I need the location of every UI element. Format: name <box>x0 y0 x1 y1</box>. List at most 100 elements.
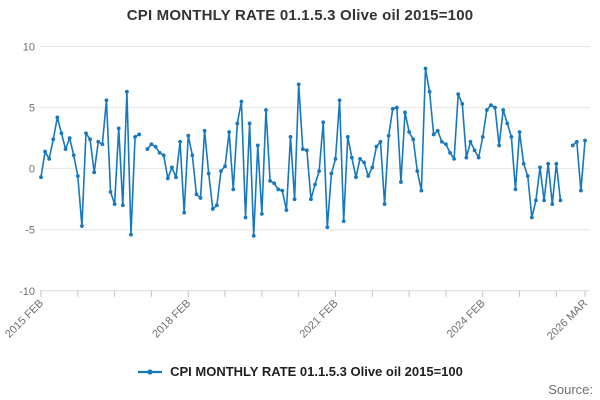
data-point[interactable] <box>583 138 587 143</box>
data-point[interactable] <box>161 153 166 158</box>
data-point[interactable] <box>378 139 383 144</box>
data-point[interactable] <box>174 175 178 180</box>
data-point[interactable] <box>427 89 432 94</box>
data-point[interactable] <box>333 156 338 161</box>
data-point[interactable] <box>394 105 399 110</box>
data-point[interactable] <box>423 66 428 71</box>
data-point[interactable] <box>382 202 387 206</box>
data-point[interactable] <box>169 165 174 170</box>
data-point[interactable] <box>239 99 244 104</box>
data-point[interactable] <box>399 180 403 184</box>
data-point[interactable] <box>63 147 68 152</box>
data-point[interactable] <box>129 232 133 237</box>
data-point[interactable] <box>431 132 436 137</box>
data-point[interactable] <box>194 192 199 197</box>
data-point[interactable] <box>538 165 542 170</box>
data-point[interactable] <box>190 153 195 158</box>
data-point[interactable] <box>493 105 497 110</box>
data-point[interactable] <box>456 92 461 97</box>
data-point[interactable] <box>325 225 330 230</box>
data-point[interactable] <box>476 155 481 160</box>
data-point[interactable] <box>214 203 219 208</box>
data-point[interactable] <box>251 233 256 238</box>
data-point[interactable] <box>178 139 182 144</box>
data-point[interactable] <box>268 178 272 183</box>
data-point[interactable] <box>116 126 121 131</box>
data-point[interactable] <box>313 182 317 187</box>
data-point[interactable] <box>296 82 301 87</box>
data-point[interactable] <box>354 175 358 180</box>
data-point[interactable] <box>501 108 506 112</box>
data-point[interactable] <box>182 210 187 215</box>
data-point[interactable] <box>247 121 252 126</box>
data-point[interactable] <box>480 134 485 139</box>
data-point[interactable] <box>337 98 342 103</box>
data-point[interactable] <box>419 188 424 193</box>
data-point[interactable] <box>227 130 232 134</box>
data-point[interactable] <box>149 142 154 147</box>
data-point[interactable] <box>468 139 473 144</box>
data-point[interactable] <box>153 144 158 149</box>
data-point[interactable] <box>403 110 407 115</box>
data-point[interactable] <box>558 198 563 203</box>
data-point[interactable] <box>272 181 277 186</box>
data-point[interactable] <box>362 160 367 165</box>
data-point[interactable] <box>108 189 113 194</box>
data-point[interactable] <box>71 153 76 158</box>
data-point[interactable] <box>202 128 207 133</box>
data-point[interactable] <box>231 187 236 192</box>
data-point[interactable] <box>444 142 448 147</box>
data-point[interactable] <box>104 98 109 103</box>
data-point[interactable] <box>223 164 227 169</box>
data-point[interactable] <box>534 198 538 203</box>
data-point[interactable] <box>210 207 215 211</box>
data-point[interactable] <box>521 161 526 166</box>
data-point[interactable] <box>570 143 575 148</box>
data-point[interactable] <box>243 215 248 220</box>
data-point[interactable] <box>59 131 64 136</box>
data-point[interactable] <box>264 108 268 112</box>
data-point[interactable] <box>546 161 551 166</box>
data-point[interactable] <box>542 198 546 203</box>
data-point[interactable] <box>219 169 223 173</box>
data-point[interactable] <box>112 202 117 206</box>
data-point[interactable] <box>579 188 583 193</box>
data-point[interactable] <box>390 106 395 111</box>
data-point[interactable] <box>92 170 97 175</box>
data-point[interactable] <box>366 174 371 178</box>
data-point[interactable] <box>517 130 522 134</box>
data-point[interactable] <box>43 149 47 154</box>
data-point[interactable] <box>448 150 452 155</box>
data-point[interactable] <box>304 148 309 153</box>
data-point[interactable] <box>280 188 285 193</box>
data-point[interactable] <box>255 143 260 148</box>
data-point[interactable] <box>145 147 150 152</box>
legend[interactable]: CPI MONTHLY RATE 01.1.5.3 Olive oil 2015… <box>0 364 600 379</box>
data-point[interactable] <box>47 156 52 161</box>
data-point[interactable] <box>345 134 350 139</box>
data-point[interactable] <box>51 137 56 142</box>
data-point[interactable] <box>452 156 457 161</box>
data-point[interactable] <box>464 155 469 160</box>
data-point[interactable] <box>329 171 334 176</box>
data-point[interactable] <box>67 136 72 141</box>
data-point[interactable] <box>370 165 375 170</box>
data-point[interactable] <box>120 203 125 208</box>
data-point[interactable] <box>100 142 105 147</box>
data-point[interactable] <box>75 174 80 178</box>
data-point[interactable] <box>497 143 502 148</box>
data-point[interactable] <box>88 137 92 142</box>
data-point[interactable] <box>165 176 170 181</box>
data-point[interactable] <box>84 131 88 136</box>
data-point[interactable] <box>439 139 444 144</box>
data-point[interactable] <box>574 139 579 144</box>
data-point[interactable] <box>300 147 305 152</box>
data-point[interactable] <box>80 224 84 228</box>
data-point[interactable] <box>288 134 293 139</box>
data-point[interactable] <box>554 161 559 166</box>
data-point[interactable] <box>415 169 420 173</box>
data-point[interactable] <box>349 155 354 160</box>
data-point[interactable] <box>460 102 465 106</box>
data-point[interactable] <box>124 89 129 94</box>
